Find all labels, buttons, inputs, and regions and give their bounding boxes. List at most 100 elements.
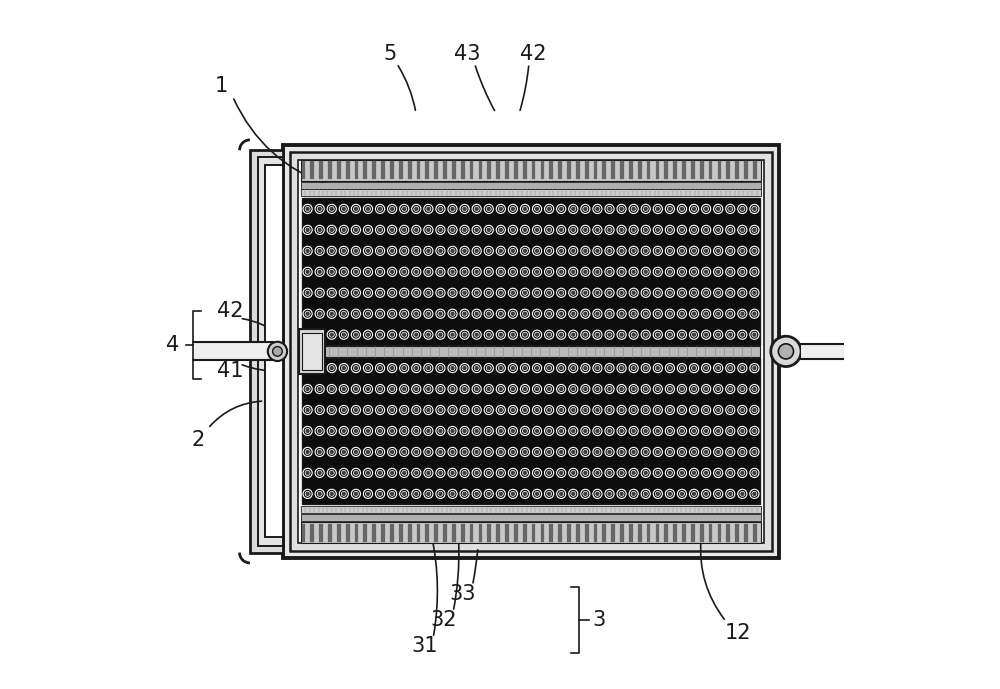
Bar: [718, 161, 721, 179]
Circle shape: [655, 449, 660, 455]
Circle shape: [545, 426, 554, 435]
Circle shape: [351, 225, 360, 234]
Circle shape: [305, 248, 310, 254]
Circle shape: [547, 366, 552, 371]
Circle shape: [339, 309, 348, 318]
Circle shape: [472, 405, 481, 415]
Circle shape: [692, 449, 697, 455]
Circle shape: [327, 246, 336, 256]
Circle shape: [400, 309, 409, 318]
Circle shape: [750, 447, 759, 457]
Circle shape: [400, 489, 409, 498]
Circle shape: [631, 311, 636, 316]
Circle shape: [643, 248, 648, 254]
Circle shape: [704, 290, 709, 296]
Bar: [523, 161, 527, 179]
Bar: [576, 524, 580, 542]
Bar: [479, 161, 482, 179]
Bar: [470, 524, 473, 542]
Circle shape: [689, 309, 699, 318]
Bar: [250, 150, 283, 553]
Circle shape: [426, 449, 431, 455]
Circle shape: [363, 447, 373, 457]
Circle shape: [317, 429, 322, 433]
Circle shape: [726, 364, 735, 373]
Circle shape: [522, 429, 527, 433]
Circle shape: [704, 471, 709, 475]
Circle shape: [653, 469, 662, 477]
Circle shape: [607, 269, 612, 274]
Circle shape: [448, 447, 457, 457]
Text: 33: 33: [450, 584, 476, 604]
Circle shape: [375, 309, 385, 318]
Bar: [479, 524, 482, 542]
Circle shape: [702, 267, 711, 276]
Circle shape: [557, 384, 566, 393]
Circle shape: [474, 311, 479, 316]
Circle shape: [569, 364, 578, 373]
Circle shape: [740, 407, 745, 413]
Circle shape: [692, 387, 697, 391]
Circle shape: [617, 309, 626, 318]
Circle shape: [365, 248, 371, 254]
Bar: [346, 161, 350, 179]
Circle shape: [655, 407, 660, 413]
Bar: [193, 342, 273, 360]
Circle shape: [667, 227, 672, 232]
Circle shape: [486, 311, 491, 316]
Circle shape: [436, 288, 445, 298]
Circle shape: [484, 267, 493, 276]
Circle shape: [617, 330, 626, 339]
Circle shape: [508, 405, 517, 415]
Circle shape: [474, 332, 479, 337]
Circle shape: [545, 246, 554, 256]
Circle shape: [740, 429, 745, 433]
Circle shape: [351, 205, 360, 214]
Circle shape: [508, 426, 517, 435]
Circle shape: [667, 449, 672, 455]
Circle shape: [689, 469, 699, 477]
Circle shape: [532, 309, 542, 318]
Circle shape: [402, 269, 407, 274]
Circle shape: [535, 207, 540, 212]
Circle shape: [378, 311, 383, 316]
Bar: [381, 524, 385, 542]
Bar: [638, 161, 642, 179]
Circle shape: [305, 449, 310, 455]
Circle shape: [508, 489, 517, 498]
Circle shape: [303, 330, 312, 339]
Circle shape: [327, 364, 336, 373]
Circle shape: [702, 426, 711, 435]
Circle shape: [667, 207, 672, 212]
Circle shape: [353, 207, 358, 212]
Circle shape: [738, 246, 747, 256]
Bar: [709, 161, 712, 179]
Bar: [718, 524, 721, 542]
Circle shape: [484, 447, 493, 457]
Circle shape: [412, 384, 421, 393]
Circle shape: [726, 469, 735, 477]
Circle shape: [438, 227, 443, 232]
Circle shape: [559, 311, 564, 316]
Circle shape: [532, 489, 542, 498]
Bar: [744, 161, 748, 179]
Circle shape: [738, 205, 747, 214]
Bar: [452, 161, 456, 179]
Circle shape: [329, 366, 334, 371]
Circle shape: [496, 364, 505, 373]
Circle shape: [390, 449, 395, 455]
Circle shape: [303, 489, 312, 498]
Circle shape: [532, 469, 542, 477]
Circle shape: [400, 205, 409, 214]
Bar: [302, 346, 760, 357]
Circle shape: [484, 384, 493, 393]
Circle shape: [653, 225, 662, 234]
Circle shape: [474, 366, 479, 371]
Circle shape: [339, 330, 348, 339]
Circle shape: [412, 330, 421, 339]
Circle shape: [341, 387, 346, 391]
Circle shape: [595, 332, 600, 337]
Circle shape: [752, 269, 757, 274]
Circle shape: [716, 207, 721, 212]
Circle shape: [702, 384, 711, 393]
